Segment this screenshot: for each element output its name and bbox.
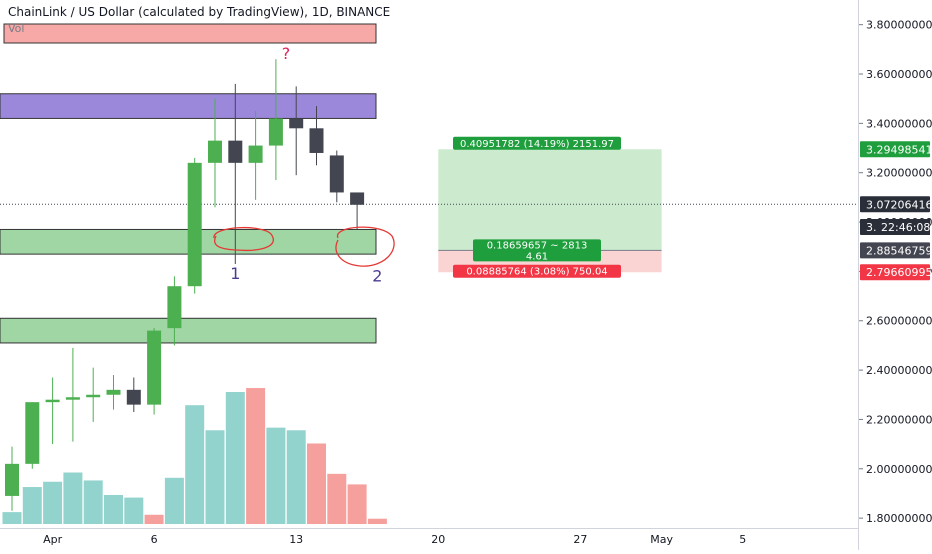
annotation-label-2: 1 <box>230 264 240 283</box>
price-badge: 2.88546759 <box>860 242 932 259</box>
candle-body <box>5 463 19 496</box>
position-target-area <box>438 149 662 251</box>
position-center-label-text: 0.18659657 ~ 2813 <box>487 240 588 251</box>
position-target-label-text: 0.40951782 (14.19%) 2151.97 <box>460 139 614 150</box>
position-stop-label-text: 0.08885764 (3.08%) 750.04 <box>466 267 607 278</box>
candle-body <box>350 192 365 205</box>
candle-body <box>228 140 243 163</box>
price-tick-label: 3.60000000 <box>866 68 932 81</box>
candle-body <box>25 402 40 464</box>
volume-bar <box>144 514 164 524</box>
resistance-zone <box>0 93 377 119</box>
volume-bar <box>225 392 245 524</box>
position-stop-label-bg <box>453 264 621 278</box>
volume-bar <box>286 430 306 524</box>
price-scale-divider <box>858 0 859 550</box>
candle-body <box>208 140 222 163</box>
volume-bar <box>2 512 22 524</box>
time-scale-divider <box>0 528 858 529</box>
volume-bar <box>22 487 42 524</box>
price-tick-label: 3.80000000 <box>866 19 932 32</box>
volume-bar <box>367 518 387 524</box>
candle-body <box>126 389 141 405</box>
price-tick-label: 2.20000000 <box>866 413 932 426</box>
time-tick-label: 13 <box>289 533 303 546</box>
price-badge-bg <box>860 264 930 281</box>
volume-bar <box>246 388 266 524</box>
time-tick-label: 27 <box>573 533 587 546</box>
volume-bar <box>164 477 184 524</box>
countdown-bg <box>877 218 930 235</box>
price-badge-text: 2.79660995 <box>866 266 932 279</box>
annotation-label-3: 2 <box>372 266 382 285</box>
price-badge-bg <box>860 242 930 259</box>
price-badge-text: 2.88546759 <box>866 244 932 257</box>
volume-bar <box>266 427 286 524</box>
candle-body <box>187 162 202 287</box>
candle-body <box>45 399 60 403</box>
position-stop-label: 0.08885764 (3.08%) 750.04 <box>453 264 621 278</box>
volume-bar <box>347 484 367 524</box>
price-tick-label: 2.40000000 <box>866 364 932 377</box>
price-badge: 2.79660995 <box>860 264 932 281</box>
position-target-label-bg <box>453 136 621 150</box>
annotation-circle-2 <box>335 226 395 267</box>
annotation-label-1: ? <box>282 44 291 63</box>
price-badge-text: 3.07206416 <box>866 198 932 211</box>
price-tick-label: 1.80000000 <box>866 512 932 525</box>
price-tick-label: 3.20000000 <box>866 167 932 180</box>
volume-bar <box>83 480 103 524</box>
volume-bar <box>104 494 123 524</box>
countdown-badge: 22:46:08 <box>877 218 930 235</box>
price-badge-text: 3.29498541 <box>866 143 932 156</box>
time-tick-label: 20 <box>431 533 445 546</box>
time-tick-label: 5 <box>739 533 746 546</box>
price-badge: 3.29498541 <box>860 141 932 158</box>
position-center-label-bg <box>473 239 601 262</box>
position-target-label: 0.40951782 (14.19%) 2151.97 <box>453 136 621 150</box>
volume-bar <box>205 430 225 524</box>
candle-body <box>289 118 304 129</box>
price-tick-label: 3.40000000 <box>866 117 932 130</box>
candle-body <box>309 128 324 153</box>
candle-body <box>147 330 162 405</box>
candle-body <box>65 397 80 400</box>
volume-label: Vol <box>8 22 25 35</box>
time-tick-label: Apr <box>43 533 63 546</box>
candle-body <box>248 145 263 163</box>
volume-bar <box>307 443 326 524</box>
volume-bar <box>43 481 63 524</box>
price-badge-text: 3. <box>866 221 877 234</box>
support-zone <box>0 317 377 344</box>
candle-body <box>106 389 121 395</box>
price-badge: 3.07206416 <box>860 196 932 213</box>
candle-body <box>86 394 101 398</box>
price-badge-bg <box>860 141 930 158</box>
price-tick-label: 2.00000000 <box>866 463 932 476</box>
candle-body <box>268 118 283 146</box>
volume-bar <box>63 472 83 524</box>
chart-title: ChainLink / US Dollar (calculated by Tra… <box>8 5 391 19</box>
position-center-label-text-2: 4.61 <box>526 251 548 262</box>
annotation-circle-1 <box>213 226 274 252</box>
volume-band <box>3 23 377 44</box>
candle-body <box>167 286 182 329</box>
price-tick-label: 2.60000000 <box>866 315 932 328</box>
volume-bar <box>185 405 205 524</box>
candle-body <box>329 155 344 193</box>
price-badge-bg <box>860 196 930 213</box>
time-tick-label: May <box>650 533 673 546</box>
time-tick-label: 6 <box>151 533 158 546</box>
countdown-text: 22:46:08 <box>881 221 930 234</box>
volume-bar <box>327 473 347 524</box>
volume-bar <box>124 497 144 524</box>
